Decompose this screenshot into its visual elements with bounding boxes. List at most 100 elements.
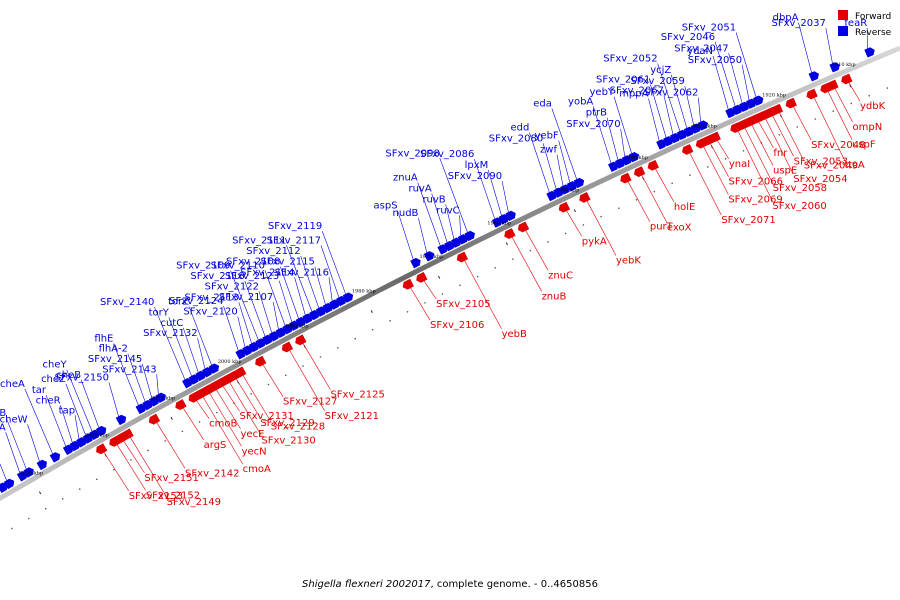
gene-label-flha-2: flhA-2 [99,344,128,355]
gene-label-sfxv-2153: SFxv_2153 [129,491,183,502]
scale-dot [424,302,426,304]
label-leader [183,407,204,440]
gene-label-sfxv-2128: SFxv_2128 [271,421,325,432]
gene-label-torz: torZ [168,296,189,307]
scale-tick [849,84,852,88]
gene-label-yeby: yebY [590,87,615,98]
scale-dot [61,498,64,500]
gene-label-sfxv-2150: SFxv_2150 [55,373,109,384]
label-leader [511,237,542,292]
gene-label-sfxv-2062: SFxv_2062 [644,88,698,99]
gene-label-ptrb: ptrB [586,108,607,119]
label-leader [154,306,186,380]
scale-dot [337,346,339,349]
gene-label-tap: tap [59,405,75,416]
scale-tick-label: 1940 kbp [624,155,648,161]
gene-feature [201,367,213,378]
scale-dot [441,293,444,295]
label-leader [827,91,853,140]
gene-label-asps: aspS [374,201,398,212]
label-leader [5,432,21,473]
gene-feature [135,403,146,415]
gene-label-ynai: ynaI [729,159,750,170]
label-leader [244,280,266,337]
label-leader [156,422,186,469]
scale-tick-label: 1980 kbp [352,288,376,294]
scale-tick-label: 1910 kbp [832,62,856,68]
gene-feature [255,355,267,367]
gene-feature [49,452,61,463]
gene-label-sfxv-2107: SFxv_2107 [219,292,273,303]
gene-feature [195,370,206,382]
gene-label-sfxv-2069: SFxv_2069 [728,194,782,205]
gene-feature [109,435,121,447]
caption-organism: Shigella flexneri 2002017 [302,579,431,590]
gene-label-sfxv-2058: SFxv_2058 [773,183,827,194]
label-leader [223,305,239,351]
gene-label-ompn: ompN [853,122,883,133]
reverse-gene-labels: feaRSFxv_2037dbpASFxv_2051SFxv_2050SFxv_… [0,13,868,485]
gene-label-sfxv-2067: SFxv_2067 [610,86,664,97]
gene-label-chez: cheZ [41,374,66,385]
scale-tick [573,209,577,213]
gene-feature [558,201,571,213]
gene-feature [115,414,127,426]
gene-feature [148,413,161,425]
scale-dot [78,488,81,490]
label-leader [779,112,805,161]
legend-label-reverse: Reverse [855,28,892,38]
gene-label-tory: torY [149,307,170,318]
gene-label-uspe: uspE [773,165,797,176]
gene-feature [148,396,160,407]
map-caption: Shigella flexneri 2002017, complete geno… [302,579,598,590]
gene-label-hole: holE [674,202,696,213]
gene-feature [82,433,94,444]
scale-dot [459,284,461,287]
label-leader [431,193,448,243]
gene-label-yebb: yebB [502,329,527,340]
label-leader [798,22,812,73]
label-leader [230,270,259,341]
gene-label-sfxv-2129: SFxv_2129 [260,418,314,429]
label-leader [714,41,736,107]
gene-feature [808,71,819,82]
gene-label-pyka: pykA [582,236,607,247]
gene-label-sfxv-2110: SFxv_2110 [211,260,265,271]
gene-feature [456,251,469,263]
gene-feature [208,363,220,374]
label-leader [684,86,695,126]
label-leader [108,382,119,417]
gene-label-sfxv-2113: SFxv_2113 [184,292,238,303]
label-leader [74,415,80,439]
gene-label-yoba: yobA [568,96,593,107]
forward-gene-labels: ydbKompNuspFttcASFxv_2048SFxv_2049SFxv_2… [103,82,886,508]
scale-ticks: 1910 kbp 1920 kbp 1930 kbp 1940 kbp 1950 kbp… [19,62,856,495]
gene-label-cmoa: cmoA [243,464,271,475]
label-leader [314,266,326,305]
gene-label-sfxv-2118: SFxv_2118 [190,271,244,282]
label-leader [423,280,437,300]
gene-label-sfxv-2114: SFxv_2114 [240,267,294,278]
scale-tick-label: 2010 kbp [151,396,175,402]
label-leader [280,266,299,319]
scale-dot [564,232,567,235]
label-leader [737,131,773,201]
gene-label-nudb: nudB [393,208,419,219]
label-leader [558,140,571,183]
label-leader [209,393,242,447]
label-leader [744,128,773,184]
label-leader [321,231,346,295]
label-leader [657,63,681,132]
gene-label-sfxv-2071: SFxv_2071 [721,215,775,226]
label-leader [294,277,306,316]
gene-label-sfxv-2049: SFxv_2049 [804,161,858,172]
gene-feature [89,429,100,441]
gene-feature [437,244,448,255]
forward-strand-features [96,73,853,455]
scale-tick-label: 1950 kbp [556,187,580,193]
gene-label-edd: edd [511,122,530,133]
label-leader [689,152,722,216]
label-leader [418,218,428,253]
scale-dot [494,266,496,269]
caption-description: , complete genome. - 0..4650856 [430,579,598,590]
